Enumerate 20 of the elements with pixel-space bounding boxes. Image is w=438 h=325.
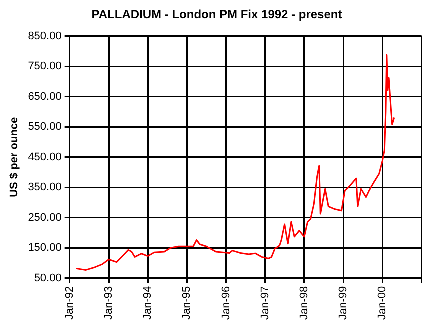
y-tick-label: 150.00 [28, 242, 62, 254]
x-tick-label: Jan-94 [142, 286, 154, 320]
x-tick-label: Jan-92 [64, 286, 76, 320]
y-tick-label: 650.00 [28, 90, 62, 103]
chart-title: PALLADIUM - London PM Fix 1992 - present [92, 8, 342, 22]
x-tick-label: Jan-98 [298, 286, 311, 320]
x-tick-label: Jan-96 [220, 286, 232, 320]
y-axis-title: US $ per ounce [8, 117, 21, 198]
y-tick-label: 550.00 [28, 121, 62, 134]
y-tick-label: 350.00 [28, 182, 62, 194]
x-tick-label: Jan-93 [103, 286, 116, 320]
y-tick-label: 750.00 [28, 60, 62, 73]
y-tick-label: 450.00 [28, 151, 62, 164]
x-tick-label: Jan-00 [376, 286, 389, 320]
y-tick-label: 50.00 [34, 272, 62, 284]
x-tick-label: Jan-95 [181, 286, 194, 320]
y-tick-label: 850.00 [28, 30, 62, 42]
y-tick-label: 250.00 [28, 212, 62, 224]
x-tick-label: Jan-99 [338, 286, 350, 320]
x-tick-label: Jan-97 [259, 286, 272, 320]
